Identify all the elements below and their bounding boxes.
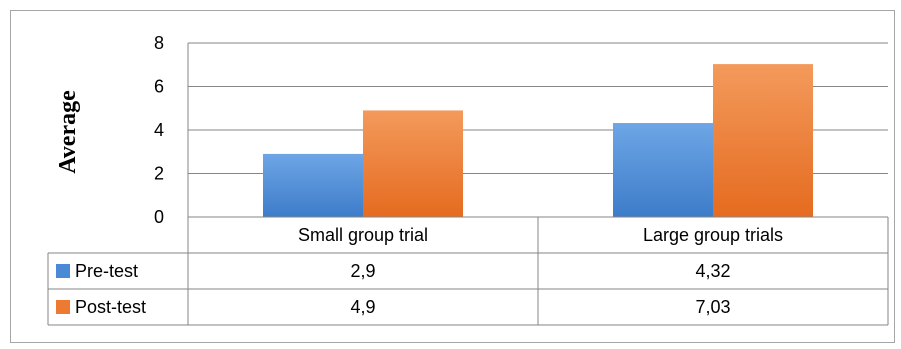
y-axis-label: Average <box>55 90 81 174</box>
bar-pre-test <box>613 123 713 217</box>
y-tick-label: 8 <box>154 33 164 53</box>
y-tick-label: 4 <box>154 120 164 140</box>
legend-key <box>56 300 70 314</box>
category-label: Large group trials <box>643 225 783 245</box>
data-label: 4,32 <box>695 261 730 281</box>
data-label: 7,03 <box>695 297 730 317</box>
series-name: Post-test <box>75 297 146 317</box>
bar-pre-test <box>263 153 363 217</box>
y-tick-label: 6 <box>154 77 164 97</box>
legend-key <box>56 264 70 278</box>
y-tick-label: 2 <box>154 164 164 184</box>
series-name: Pre-test <box>75 261 138 281</box>
bar-post-test <box>713 64 813 217</box>
data-label: 4,9 <box>350 297 375 317</box>
bar-post-test <box>363 110 463 217</box>
data-label: 2,9 <box>350 261 375 281</box>
category-label: Small group trial <box>298 225 428 245</box>
y-tick-label: 0 <box>154 207 164 227</box>
